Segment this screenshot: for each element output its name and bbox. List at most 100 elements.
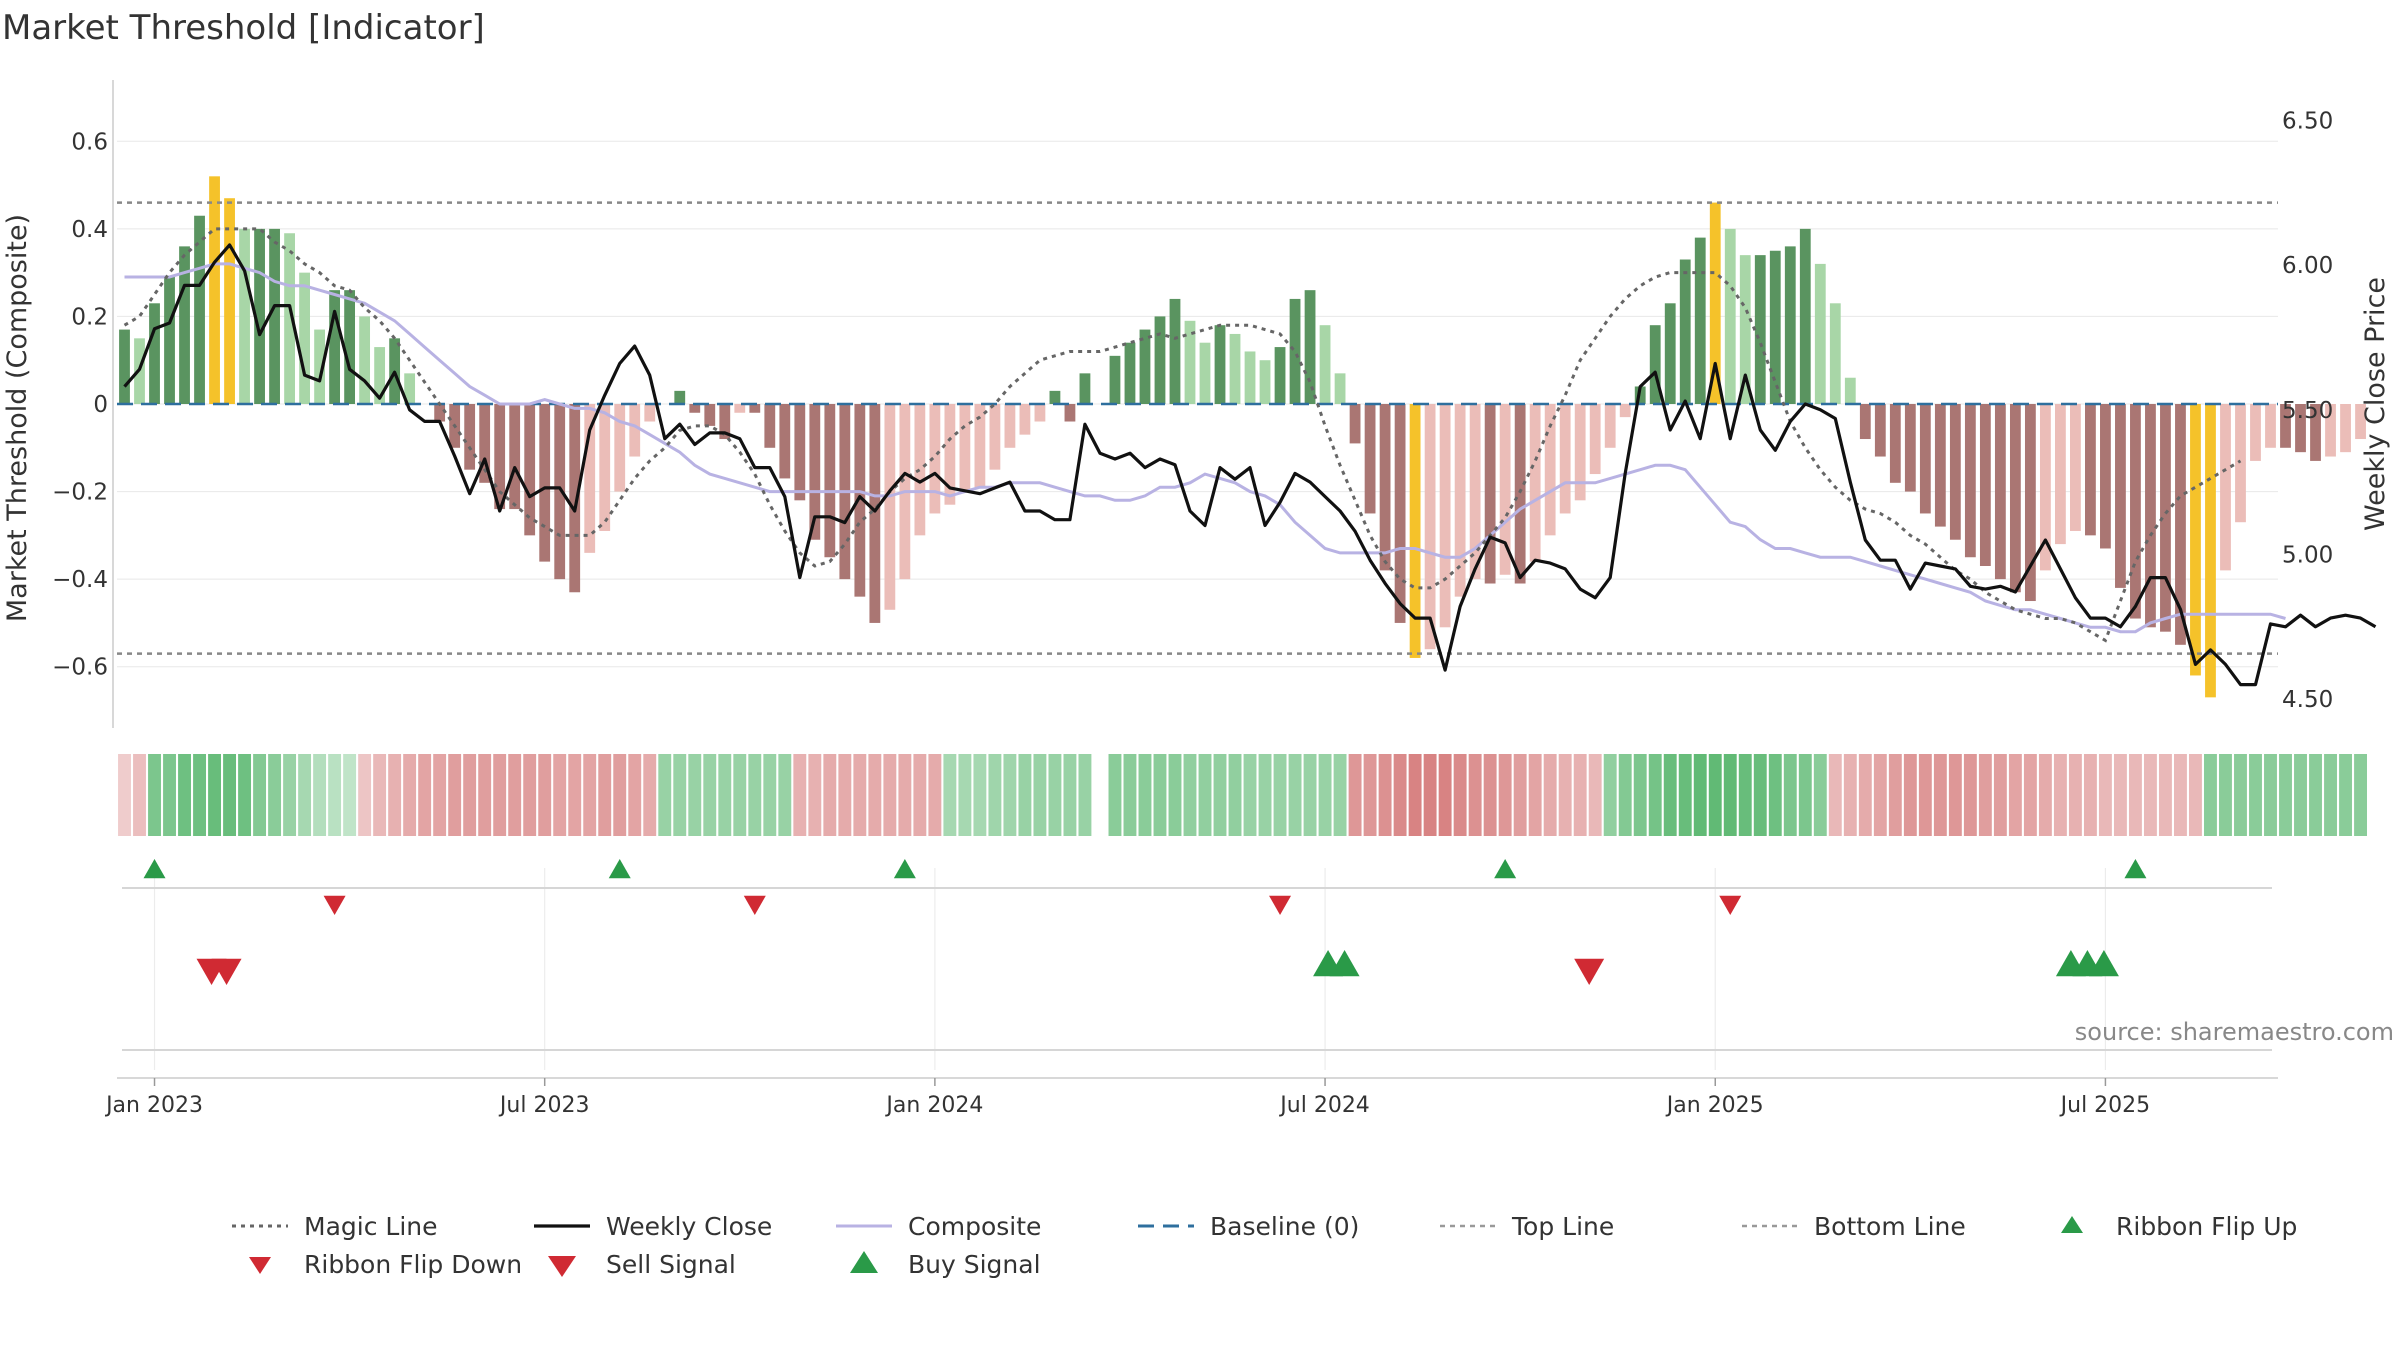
composite-bar [1199,342,1211,404]
ribbon-cell [1318,754,1332,836]
x-tick-label: Jan 2025 [1665,1093,1764,1118]
composite-bar [1814,263,1826,404]
composite-bar [1379,404,1391,571]
legend-swatch [548,1256,576,1277]
composite-bar [1049,390,1061,404]
composite-bar [209,176,220,404]
composite-bar [434,404,446,422]
ribbon-cell [2264,754,2277,836]
composite-bar [794,404,806,501]
ribbon-cell [748,754,762,836]
composite-bar [1844,377,1856,404]
left-tick-label: −0.6 [52,655,108,681]
composite-bar [614,404,626,492]
legend-label: Top Line [1512,1211,1615,1241]
ribbon-cell [1033,754,1047,836]
ribbon-cell [1258,754,1272,836]
composite-bar [1484,404,1496,584]
composite-bar [2265,404,2276,448]
ribbon-cell [913,754,927,836]
ribbon-cell [1003,754,1017,836]
composite-bar [164,277,175,404]
ribbon-cell [943,754,957,836]
composite-bar [539,404,551,562]
ribbon-cell [1753,754,1767,836]
composite-bar [299,272,310,404]
composite-bar [2295,404,2306,453]
left-tick-label: −0.4 [52,567,108,593]
composite-bar [584,404,596,553]
ribbon-cell [658,754,672,836]
ribbon-cell [1288,754,1302,836]
ribbon-cell [568,754,582,836]
ribbon-cell [178,754,191,836]
right-tick-label: 6.00 [2282,253,2333,279]
composite-bar [2220,404,2231,571]
ribbon-cell [2068,754,2082,836]
ribbon-cell [628,754,642,836]
ribbon-cell [1543,754,1557,836]
ribbon-cell [1108,754,1122,836]
ribbon-cell [2098,754,2112,836]
x-tick-label: Jul 2023 [498,1093,590,1118]
ribbon-cell [463,754,477,836]
legend-item: Magic Line [230,1208,438,1244]
composite-bar [2310,404,2321,461]
legend-item: Weekly Close [532,1208,772,1244]
composite-bar [1934,404,1946,527]
composite-bar [2130,404,2141,619]
composite-bar [914,404,926,536]
ribbon-cell [238,754,252,836]
composite-bar [1289,298,1301,404]
axis-layer: 0.6 0.4 0.2 0 −0.2 −0.4 −0.6 6.50 6.00 5.50 5.00 4.… [2,80,2391,728]
ribbon-cell [1063,754,1077,836]
ribbon-cell [2053,754,2067,836]
composite-bar [1334,373,1346,404]
legend-swatch [249,1257,271,1274]
composite-bar [884,404,896,610]
composite-bar [494,404,506,510]
composite-bar [1469,404,1481,580]
composite-bar [1724,228,1736,404]
composite-bar [2024,404,2036,602]
composite-bar [599,404,611,531]
legend-item: Buy Signal [834,1246,1041,1282]
composite-bar [1304,290,1316,404]
ribbon-cell [958,754,972,836]
composite-bar [1829,303,1841,404]
ribbon-cell [1438,754,1452,836]
composite-bar [1439,404,1451,628]
composite-bar [464,404,476,470]
composite-bar [989,404,1001,470]
composite-bar [1559,404,1571,514]
composite-bar [2190,404,2201,676]
ribbon-cell [1123,754,1137,836]
ribbon [118,754,2367,836]
ribbon-cell [703,754,717,836]
ribbon-cell [1528,754,1542,836]
ribbon-cell [1843,754,1857,836]
composite-bar [2054,404,2066,545]
composite-bar [1514,404,1526,584]
legend-label: Ribbon Flip Down [304,1249,523,1279]
composite-bar [1139,329,1151,404]
composite-bar [1604,404,1616,448]
weekly-close-line [123,243,2377,687]
ribbon-cell [1018,754,1032,836]
ribbon-cell [2249,754,2262,836]
composite-bar [374,347,386,404]
ribbon-cell [343,754,357,836]
composite-bar [224,198,235,404]
ribbon-cell [868,754,882,836]
composite-bar [1664,303,1676,404]
ribbon-cell [2219,754,2232,836]
composite-bar [2085,404,2096,536]
composite-bar [779,404,791,479]
composite-bar [1784,246,1796,404]
ribbon-cell [148,754,161,836]
ribbon-cell [988,754,1002,836]
ribbon-cell [688,754,702,836]
ribbon-cell [2279,754,2292,836]
legend-swatch [1138,1224,1194,1228]
